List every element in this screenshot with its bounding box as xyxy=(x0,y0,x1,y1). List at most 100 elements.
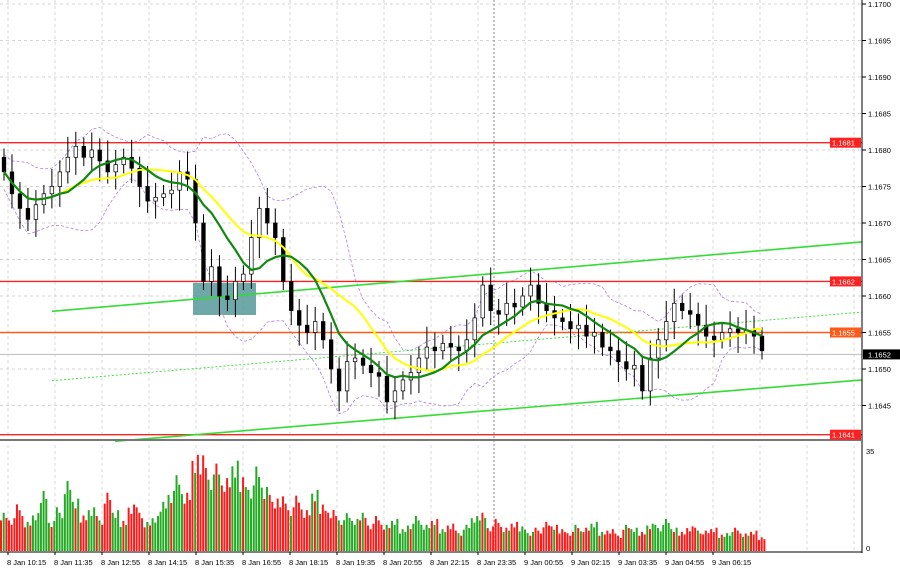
volume-bar xyxy=(271,501,274,551)
candle-body xyxy=(1,156,7,173)
candle-body xyxy=(432,346,438,352)
volume-bar xyxy=(659,531,662,551)
volume-bar xyxy=(343,520,346,551)
volume-bar xyxy=(715,527,718,551)
volume-bar xyxy=(598,535,601,551)
volume-bar xyxy=(521,526,524,551)
volume-bar xyxy=(702,534,705,551)
candle-body xyxy=(161,193,166,198)
level-price-label: 1.1662 xyxy=(832,277,855,286)
volume-bar xyxy=(694,527,697,551)
candle-body xyxy=(368,365,374,374)
volume-bar xyxy=(760,537,763,551)
volume-bar xyxy=(688,531,691,551)
level-price-tag xyxy=(830,429,861,440)
volume-bar xyxy=(553,529,556,551)
volume-bar xyxy=(162,501,165,551)
volume-bar xyxy=(0,520,2,551)
volume-bar xyxy=(545,521,548,551)
volume-bar xyxy=(332,510,335,551)
candle-body xyxy=(536,284,541,304)
volume-bar xyxy=(670,529,673,551)
level-price-label: 1.1655 xyxy=(832,329,855,338)
volume-bar xyxy=(563,532,566,551)
volume-bar xyxy=(255,466,258,551)
volume-bar xyxy=(569,535,572,551)
volume-bar xyxy=(194,472,197,551)
volume-bar xyxy=(454,530,457,551)
volume-bar xyxy=(138,512,141,551)
candle-body xyxy=(336,368,342,392)
volume-bar xyxy=(446,525,449,551)
volume-bar xyxy=(21,516,24,551)
candle-body xyxy=(672,302,677,322)
candle-body xyxy=(560,317,565,322)
channel-mid xyxy=(51,311,863,382)
candle-body xyxy=(281,237,286,282)
x-tick-label: 8 Jan 14:15 xyxy=(148,558,187,567)
volume-bar xyxy=(473,522,476,551)
volume-bar xyxy=(53,520,56,551)
volume-bar xyxy=(311,493,314,551)
candles xyxy=(1,131,765,420)
candle-body xyxy=(65,156,70,173)
level-price-tag xyxy=(830,327,861,338)
volume-bar xyxy=(736,530,739,551)
volume-bar xyxy=(247,489,250,551)
volume-bar xyxy=(406,525,409,551)
volume-bar xyxy=(228,487,231,551)
volume-bar xyxy=(678,535,681,551)
volume-bar xyxy=(425,524,428,551)
candle-body xyxy=(73,146,78,158)
candle-body xyxy=(656,339,661,359)
volume-bar xyxy=(167,494,170,551)
volume-bar xyxy=(202,455,205,551)
candle-body xyxy=(448,343,453,348)
candle-body xyxy=(217,266,222,297)
volume-bar xyxy=(417,520,420,551)
volume-bar xyxy=(85,520,88,551)
volume-bar xyxy=(90,516,93,551)
volume-bar xyxy=(396,518,399,551)
volume-bar xyxy=(345,513,348,551)
candle-body xyxy=(193,178,198,224)
volume-bar xyxy=(196,454,199,551)
volume-bar xyxy=(739,533,742,551)
volume-bar xyxy=(758,540,760,551)
volume-bar xyxy=(329,518,332,551)
volume-bar xyxy=(398,533,401,551)
candle-body xyxy=(233,281,238,300)
volume-bar xyxy=(388,528,391,551)
volume-bar xyxy=(462,529,465,551)
volume-bar xyxy=(23,527,26,551)
volume-bar xyxy=(303,517,306,551)
candle-body xyxy=(376,372,382,377)
volume-bar xyxy=(141,518,144,551)
volume-bar xyxy=(337,520,340,551)
candle-body xyxy=(321,321,326,341)
volume-bar xyxy=(622,529,625,551)
candle-body xyxy=(480,284,485,319)
candle-body xyxy=(640,365,645,392)
volume-bar xyxy=(606,530,609,551)
volume-bar xyxy=(295,495,298,551)
volume-bar xyxy=(55,507,58,551)
volume-bar xyxy=(449,529,452,551)
volume-bar xyxy=(87,510,90,551)
volume-bar xyxy=(555,524,558,551)
x-tick-label: 8 Jan 20:55 xyxy=(383,558,422,567)
y-tick-label: 1.1695 xyxy=(868,37,891,46)
volume-bar xyxy=(69,489,72,551)
candle-body xyxy=(496,310,501,315)
volume-bar xyxy=(29,525,32,551)
y-tick-label: 1.1660 xyxy=(868,292,891,301)
volume-bar xyxy=(356,518,359,551)
candle-body xyxy=(568,321,573,330)
volume-bar xyxy=(728,535,731,551)
volume-bar xyxy=(662,524,665,551)
candle-body xyxy=(177,171,182,191)
candle-body xyxy=(472,317,477,341)
volume-bar xyxy=(220,485,223,551)
volume-bar xyxy=(672,532,675,551)
